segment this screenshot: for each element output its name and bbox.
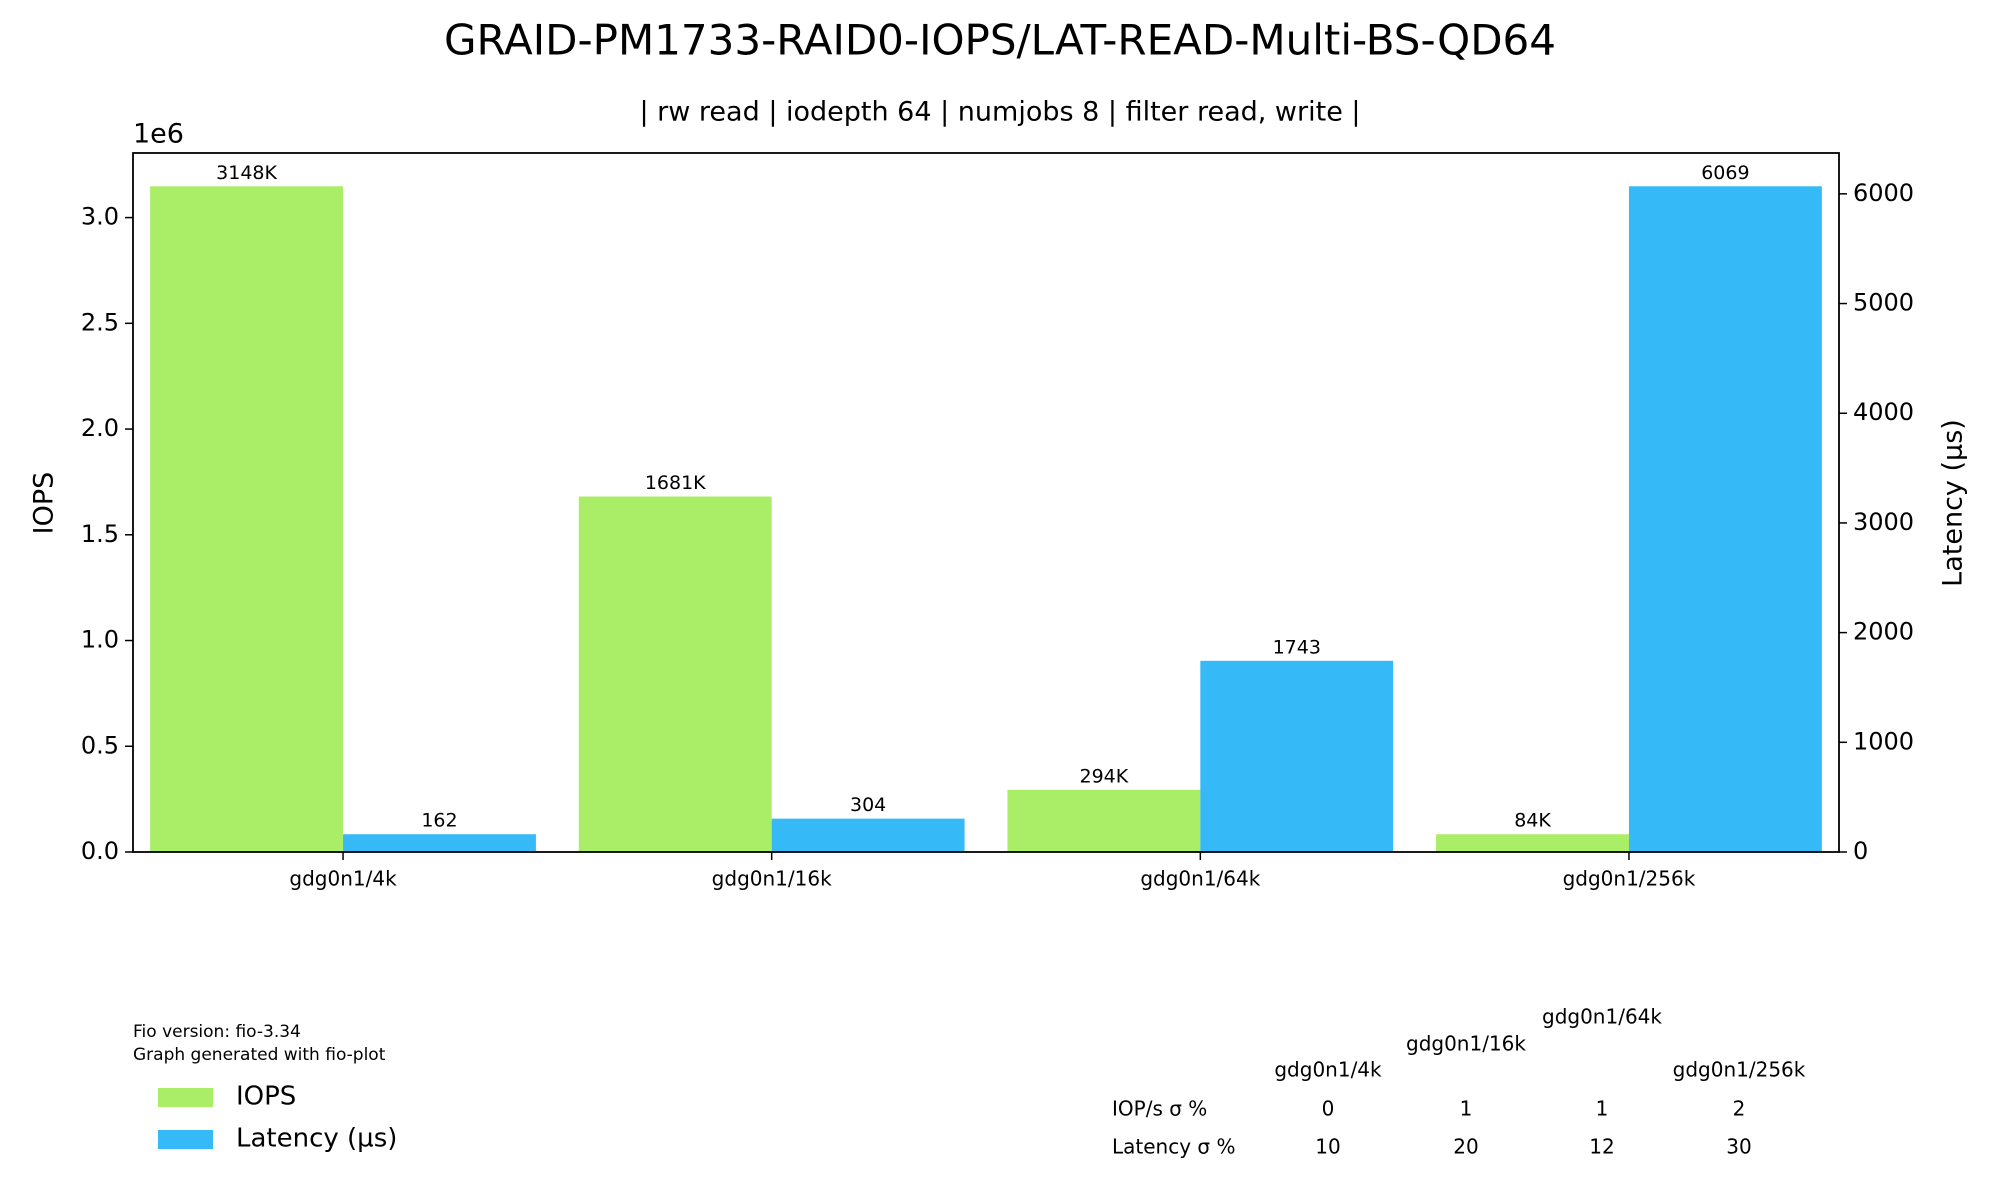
legend-label: IOPS xyxy=(236,1082,296,1112)
y2-tick-label: 2000 xyxy=(1853,618,1914,646)
y2-tick-label: 5000 xyxy=(1853,289,1914,317)
plot-frame xyxy=(132,152,1840,853)
value-label: 1681K xyxy=(645,472,706,494)
bar xyxy=(771,818,965,852)
table-column-header: gdg0n1/64k xyxy=(1542,1005,1662,1029)
y2-axis-label: Latency (µs) xyxy=(1938,419,1969,587)
x-tick-label: gdg0n1/256k xyxy=(1563,867,1696,891)
bar xyxy=(578,496,772,852)
table-column-header: gdg0n1/256k xyxy=(1673,1058,1806,1082)
value-label: 294K xyxy=(1080,765,1129,787)
y-tick-label: 1.0 xyxy=(81,626,119,654)
value-label: 304 xyxy=(850,794,886,816)
x-tick-label: gdg0n1/64k xyxy=(1140,867,1260,891)
table-cell: 2 xyxy=(1733,1097,1746,1121)
bar xyxy=(1628,186,1822,853)
y-tick-label: 2.0 xyxy=(81,414,119,442)
table-cell: 1 xyxy=(1460,1097,1473,1121)
bar xyxy=(150,186,344,853)
y-tick-label: 1.5 xyxy=(81,520,119,548)
table-cell: 12 xyxy=(1589,1135,1614,1159)
legend-swatch xyxy=(158,1088,213,1107)
x-tick-label: gdg0n1/16k xyxy=(712,867,832,891)
bar xyxy=(1200,660,1394,852)
bar xyxy=(1436,834,1629,852)
legend-swatch xyxy=(158,1130,213,1149)
y-tick-label: 3.0 xyxy=(81,203,119,231)
value-label: 6069 xyxy=(1701,162,1749,184)
value-label: 84K xyxy=(1514,810,1551,832)
y-offset-label: 1e6 xyxy=(133,119,184,150)
table-cell: 1 xyxy=(1596,1097,1609,1121)
y2-tick-label: 6000 xyxy=(1853,179,1914,207)
x-tick-label: gdg0n1/4k xyxy=(289,867,397,891)
table-row-label: IOP/s σ % xyxy=(1112,1097,1207,1121)
value-label: 3148K xyxy=(216,162,277,184)
value-label: 1743 xyxy=(1273,636,1321,658)
y-tick-label: 0.5 xyxy=(81,731,119,759)
chart-subtitle: | rw read | iodepth 64 | numjobs 8 | fil… xyxy=(639,97,1360,128)
table-cell: 0 xyxy=(1322,1097,1335,1121)
footnote: Fio version: fio-3.34 xyxy=(133,1022,301,1042)
y-tick-label: 2.5 xyxy=(81,308,119,336)
table-cell: 20 xyxy=(1453,1135,1478,1159)
y2-tick-label: 1000 xyxy=(1853,727,1914,755)
table-column-header: gdg0n1/16k xyxy=(1406,1032,1526,1056)
y2-tick-label: 0 xyxy=(1853,837,1868,865)
y2-tick-label: 3000 xyxy=(1853,508,1914,536)
table-row-label: Latency σ % xyxy=(1112,1135,1235,1159)
bar xyxy=(1007,789,1201,852)
table-cell: 30 xyxy=(1726,1135,1751,1159)
legend-label: Latency (µs) xyxy=(236,1124,397,1154)
table-cell: 10 xyxy=(1315,1135,1340,1159)
bar xyxy=(343,834,536,852)
value-label: 162 xyxy=(421,810,457,832)
y2-tick-label: 4000 xyxy=(1853,398,1914,426)
y-axis-label: IOPS xyxy=(29,472,60,535)
table-column-header: gdg0n1/4k xyxy=(1274,1058,1382,1082)
footnote: Graph generated with fio-plot xyxy=(133,1045,386,1065)
chart-title: GRAID-PM1733-RAID0-IOPS/LAT-READ-Multi-B… xyxy=(444,16,1556,65)
y-tick-label: 0.0 xyxy=(81,837,119,865)
